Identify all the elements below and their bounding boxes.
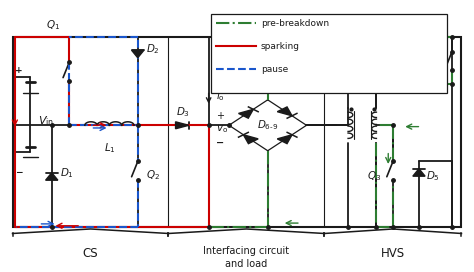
Text: $D_2$: $D_2$	[146, 42, 160, 56]
Text: $Q_1$: $Q_1$	[46, 18, 60, 32]
Text: +: +	[216, 111, 224, 121]
Polygon shape	[413, 54, 425, 62]
Text: $Q_3$: $Q_3$	[367, 169, 381, 183]
Text: $D_1$: $D_1$	[60, 167, 74, 180]
Text: $Q_4$: $Q_4$	[428, 18, 443, 32]
Text: pre-breakdown: pre-breakdown	[261, 19, 329, 28]
Text: $D_{6\text{-}9}$: $D_{6\text{-}9}$	[257, 118, 278, 132]
Polygon shape	[132, 50, 144, 58]
Bar	[12, 37, 462, 227]
Text: Interfacing circuit: Interfacing circuit	[203, 246, 290, 256]
Text: +: +	[15, 66, 23, 75]
Polygon shape	[46, 173, 58, 180]
Text: $D_3$: $D_3$	[176, 106, 190, 119]
Text: $i_{\rm o}$: $i_{\rm o}$	[216, 89, 225, 103]
Polygon shape	[413, 169, 425, 176]
Text: $D_4$: $D_4$	[391, 43, 405, 57]
Polygon shape	[277, 107, 292, 116]
Text: and load: and load	[225, 259, 268, 269]
Polygon shape	[277, 135, 292, 144]
Polygon shape	[244, 135, 258, 144]
Text: sparking: sparking	[261, 42, 300, 51]
Polygon shape	[175, 122, 189, 129]
Bar	[211, 14, 447, 93]
Text: HVS: HVS	[381, 247, 405, 260]
Text: $V_{\rm in}$: $V_{\rm in}$	[37, 114, 54, 128]
Text: −: −	[216, 138, 224, 148]
Text: $D_5$: $D_5$	[426, 169, 440, 183]
Text: CS: CS	[82, 247, 98, 260]
Polygon shape	[238, 109, 253, 118]
Text: $Q_2$: $Q_2$	[146, 168, 160, 182]
Text: $v_{\rm o}$: $v_{\rm o}$	[216, 123, 228, 135]
Text: pause: pause	[261, 64, 288, 73]
Text: −: −	[15, 168, 23, 177]
Text: $L_1$: $L_1$	[103, 141, 115, 155]
